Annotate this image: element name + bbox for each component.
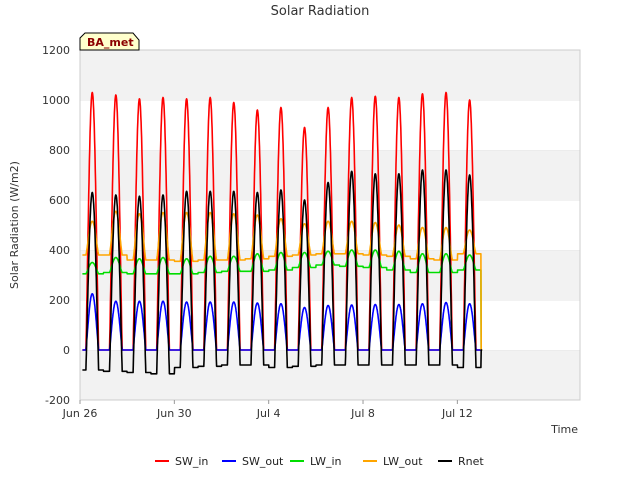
- series-line-lw-out: [81, 210, 483, 351]
- series-line-rnet: [81, 169, 483, 375]
- series-line-sw-out: [81, 292, 483, 351]
- x-tick-label: Jul 12: [441, 407, 473, 420]
- legend-label: LW_out: [383, 455, 423, 468]
- station-badge-shape: [79, 32, 140, 51]
- grid-band: [80, 350, 580, 400]
- grid-band: [80, 250, 580, 300]
- legend-label: LW_in: [310, 455, 342, 468]
- y-tick-label: 0: [63, 344, 70, 357]
- x-tick-label: Jul 4: [256, 407, 281, 420]
- station-badge: BA_met: [79, 32, 140, 51]
- y-tick-label: 1200: [42, 44, 70, 57]
- x-tick-label: Jun 30: [156, 407, 192, 420]
- y-tick-label: 400: [49, 244, 70, 257]
- y-tick-label: 600: [49, 194, 70, 207]
- y-tick-label: 200: [49, 294, 70, 307]
- y-tick-label: -200: [45, 394, 70, 407]
- grid-band: [80, 50, 580, 100]
- chart-title: Solar Radiation: [271, 4, 370, 19]
- y-axis-ticks: -200 0 200 400 600 800 1000 1200: [42, 44, 70, 407]
- legend: SW_in SW_out LW_in LW_out Rnet: [155, 455, 484, 468]
- y-tick-label: 1000: [42, 94, 70, 107]
- plot-area-frame: [79, 49, 581, 401]
- series-line-lw-in: [81, 249, 483, 351]
- legend-label: SW_out: [242, 455, 284, 468]
- legend-label: Rnet: [458, 455, 484, 468]
- y-axis-label: Solar Radiation (W/m2): [8, 161, 21, 289]
- station-badge-label: BA_met: [87, 36, 134, 49]
- y-tick-label: 800: [49, 144, 70, 157]
- x-axis-label: Time: [550, 423, 578, 436]
- series-group: [81, 91, 483, 375]
- x-tick-label: Jun 26: [62, 407, 98, 420]
- x-axis-ticks: Jun 26 Jun 30 Jul 4 Jul 8 Jul 12: [62, 400, 473, 420]
- x-tick-label: Jul 8: [350, 407, 375, 420]
- legend-label: SW_in: [175, 455, 208, 468]
